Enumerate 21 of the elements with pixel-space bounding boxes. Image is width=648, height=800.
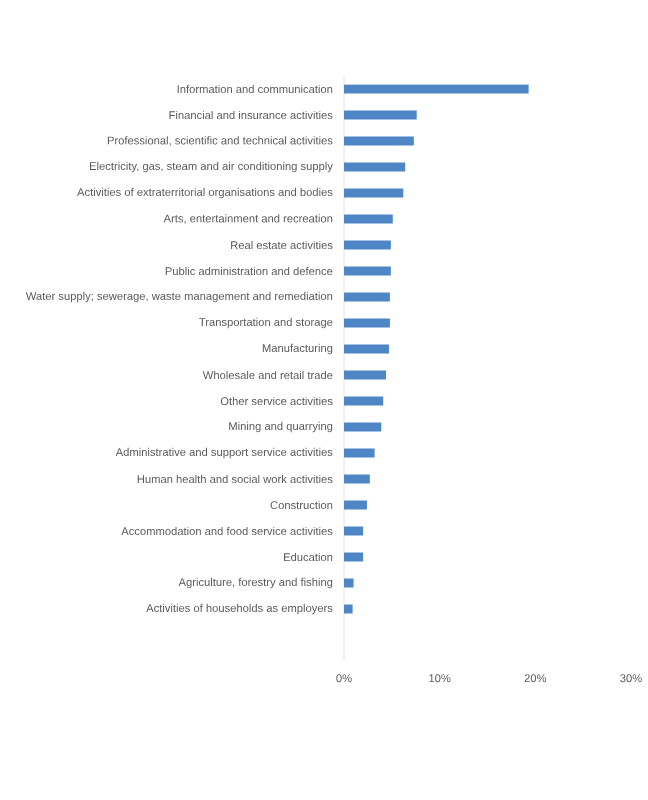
- bar: [343, 292, 390, 302]
- bar: [343, 448, 375, 458]
- bar: [343, 474, 370, 484]
- bar: [343, 318, 390, 328]
- bar: [343, 136, 414, 146]
- bar: [343, 188, 403, 198]
- bar: [343, 266, 391, 276]
- bar: [343, 552, 363, 562]
- bar: [343, 344, 389, 354]
- bar: [343, 526, 363, 536]
- bar: [343, 370, 386, 380]
- bar: [343, 396, 383, 406]
- bar: [343, 500, 367, 510]
- bar: [343, 110, 417, 120]
- bar: [343, 578, 354, 588]
- bar: [343, 422, 381, 432]
- bar: [343, 162, 405, 172]
- bar: [343, 84, 529, 94]
- bar: [343, 240, 391, 250]
- bar: [343, 214, 393, 224]
- bar: [343, 604, 353, 614]
